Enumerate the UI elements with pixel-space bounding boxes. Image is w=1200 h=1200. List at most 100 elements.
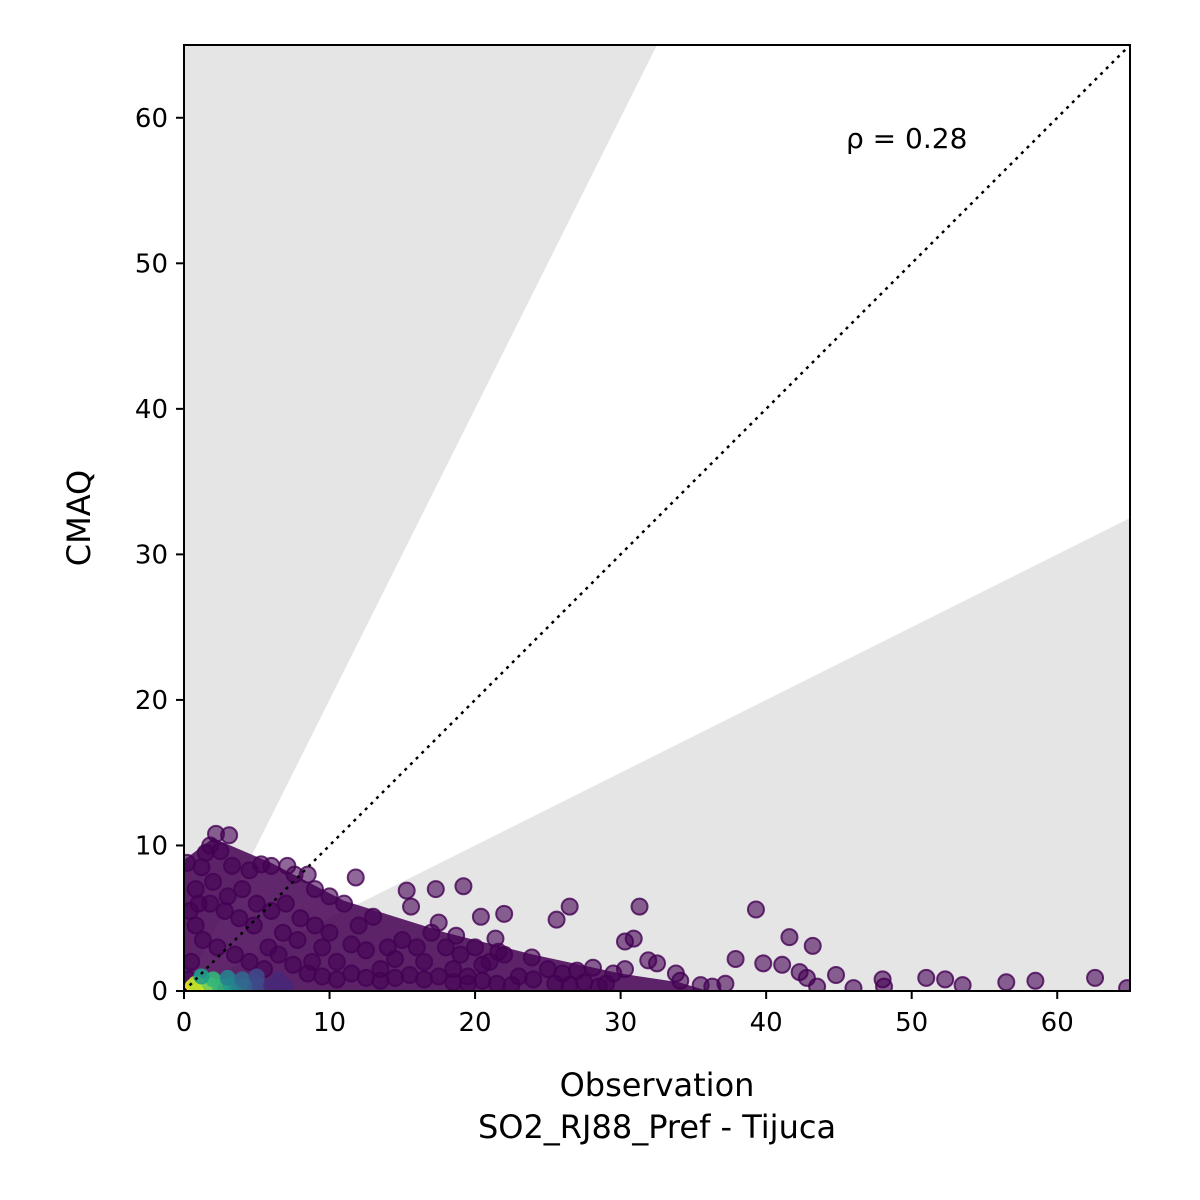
y-tick-label: 20 (135, 686, 168, 716)
x-axis-label: Observation (560, 1066, 755, 1104)
scatter-point (342, 935, 361, 954)
scatter-point (547, 910, 566, 929)
scatter-point (402, 897, 421, 916)
scatter-point (356, 968, 375, 987)
scatter-point (244, 916, 263, 935)
x-tick-label: 20 (459, 1008, 492, 1038)
x-tick-label: 60 (1041, 1008, 1074, 1038)
one-to-one-line (184, 45, 1130, 991)
annotation-rho: ρ = 0.28 (846, 122, 967, 155)
scatter-point (936, 970, 955, 989)
scatter-point (466, 938, 485, 957)
scatter-point (298, 964, 317, 983)
y-tick-label: 10 (135, 831, 168, 861)
scatter-point (583, 958, 602, 977)
scatter-point (211, 842, 230, 861)
scatter-point (386, 949, 405, 968)
scatter-point (320, 887, 339, 906)
scatter-point (746, 900, 765, 919)
scatter-point (220, 826, 239, 845)
scatter-point (364, 907, 383, 926)
scatter-point (524, 970, 543, 989)
scatter-point (597, 974, 616, 991)
scatter-point (560, 976, 579, 991)
y-tick-label: 30 (135, 540, 168, 570)
scatter-point (575, 973, 594, 991)
scatter-point (1086, 968, 1105, 987)
scatter-point (284, 955, 303, 974)
scatter-point (953, 976, 972, 991)
dense-point (234, 971, 251, 988)
scatter-point (184, 952, 201, 971)
scatter-point (313, 938, 332, 957)
y-axis-label: CMAQ (60, 470, 98, 566)
y-tick-label: 40 (135, 395, 168, 425)
scatter-point (327, 952, 346, 971)
scatter-point (371, 971, 390, 990)
scatter-point (458, 974, 477, 991)
scatter-point (346, 868, 365, 887)
scatter-point (335, 894, 354, 913)
scatter-point (223, 856, 242, 875)
scatter-point (415, 952, 434, 971)
scatter-point (262, 856, 281, 875)
dense-cloud-region (184, 838, 708, 991)
scatter-point (247, 894, 266, 913)
scatter-point (754, 954, 773, 973)
scatter-point (201, 894, 220, 913)
scatter-point (225, 945, 244, 964)
scatter-point (538, 960, 557, 979)
scatter-point (875, 977, 894, 991)
scatter-point (298, 865, 317, 884)
scatter-point (269, 945, 288, 964)
scatter-point (844, 979, 863, 991)
scatter-point (215, 901, 234, 920)
scatter-point (827, 965, 846, 984)
scatter-point (400, 965, 419, 984)
x-tick-label: 30 (604, 1008, 637, 1038)
scatter-point (230, 909, 249, 928)
scatter-point (451, 945, 470, 964)
scatter-point (546, 974, 565, 991)
scatter-point (184, 901, 199, 920)
x-axis-sublabel: SO2_RJ88_Pref - Tijuca (478, 1108, 836, 1146)
scatter-point (522, 948, 541, 967)
scatter-point (716, 974, 735, 991)
scatter-point (407, 938, 426, 957)
x-axis-ticks: 0 10 20 30 40 50 60 (176, 991, 1074, 1038)
scatter-point (487, 974, 506, 991)
scatter-point (803, 936, 822, 955)
scatter-point (630, 897, 649, 916)
scatter-point (444, 973, 463, 991)
plot-frame (183, 44, 1131, 992)
scatter-point (495, 904, 514, 923)
scatter-point (276, 894, 295, 913)
scatter-point (273, 923, 292, 942)
reference-line (184, 45, 1130, 991)
y-axis-ticks: 0 10 20 30 40 50 60 (135, 104, 184, 1007)
y-tick-label: 60 (135, 104, 168, 134)
scatter-point (615, 960, 634, 979)
scatter-point (204, 872, 223, 891)
scatter-point (208, 938, 227, 957)
scatter-point (1026, 971, 1045, 990)
scatter-point (240, 952, 259, 971)
x-tick-label: 50 (895, 1008, 928, 1038)
scatter-point (291, 909, 310, 928)
scatter-point (349, 916, 368, 935)
scatter-point (648, 954, 666, 973)
scatter-point (193, 931, 212, 950)
scatter-point (192, 858, 211, 877)
scatter-point (917, 968, 936, 987)
scatter-point (186, 880, 205, 899)
y-tick-label: 50 (135, 249, 168, 279)
scatter-point (426, 880, 445, 899)
scatter-point (560, 897, 579, 916)
dense-point (248, 968, 265, 985)
scatter-point (489, 942, 508, 961)
scatter-point (386, 968, 405, 987)
scatter-point (436, 938, 455, 957)
scatter-point (288, 931, 307, 950)
scatter-point (233, 880, 252, 899)
